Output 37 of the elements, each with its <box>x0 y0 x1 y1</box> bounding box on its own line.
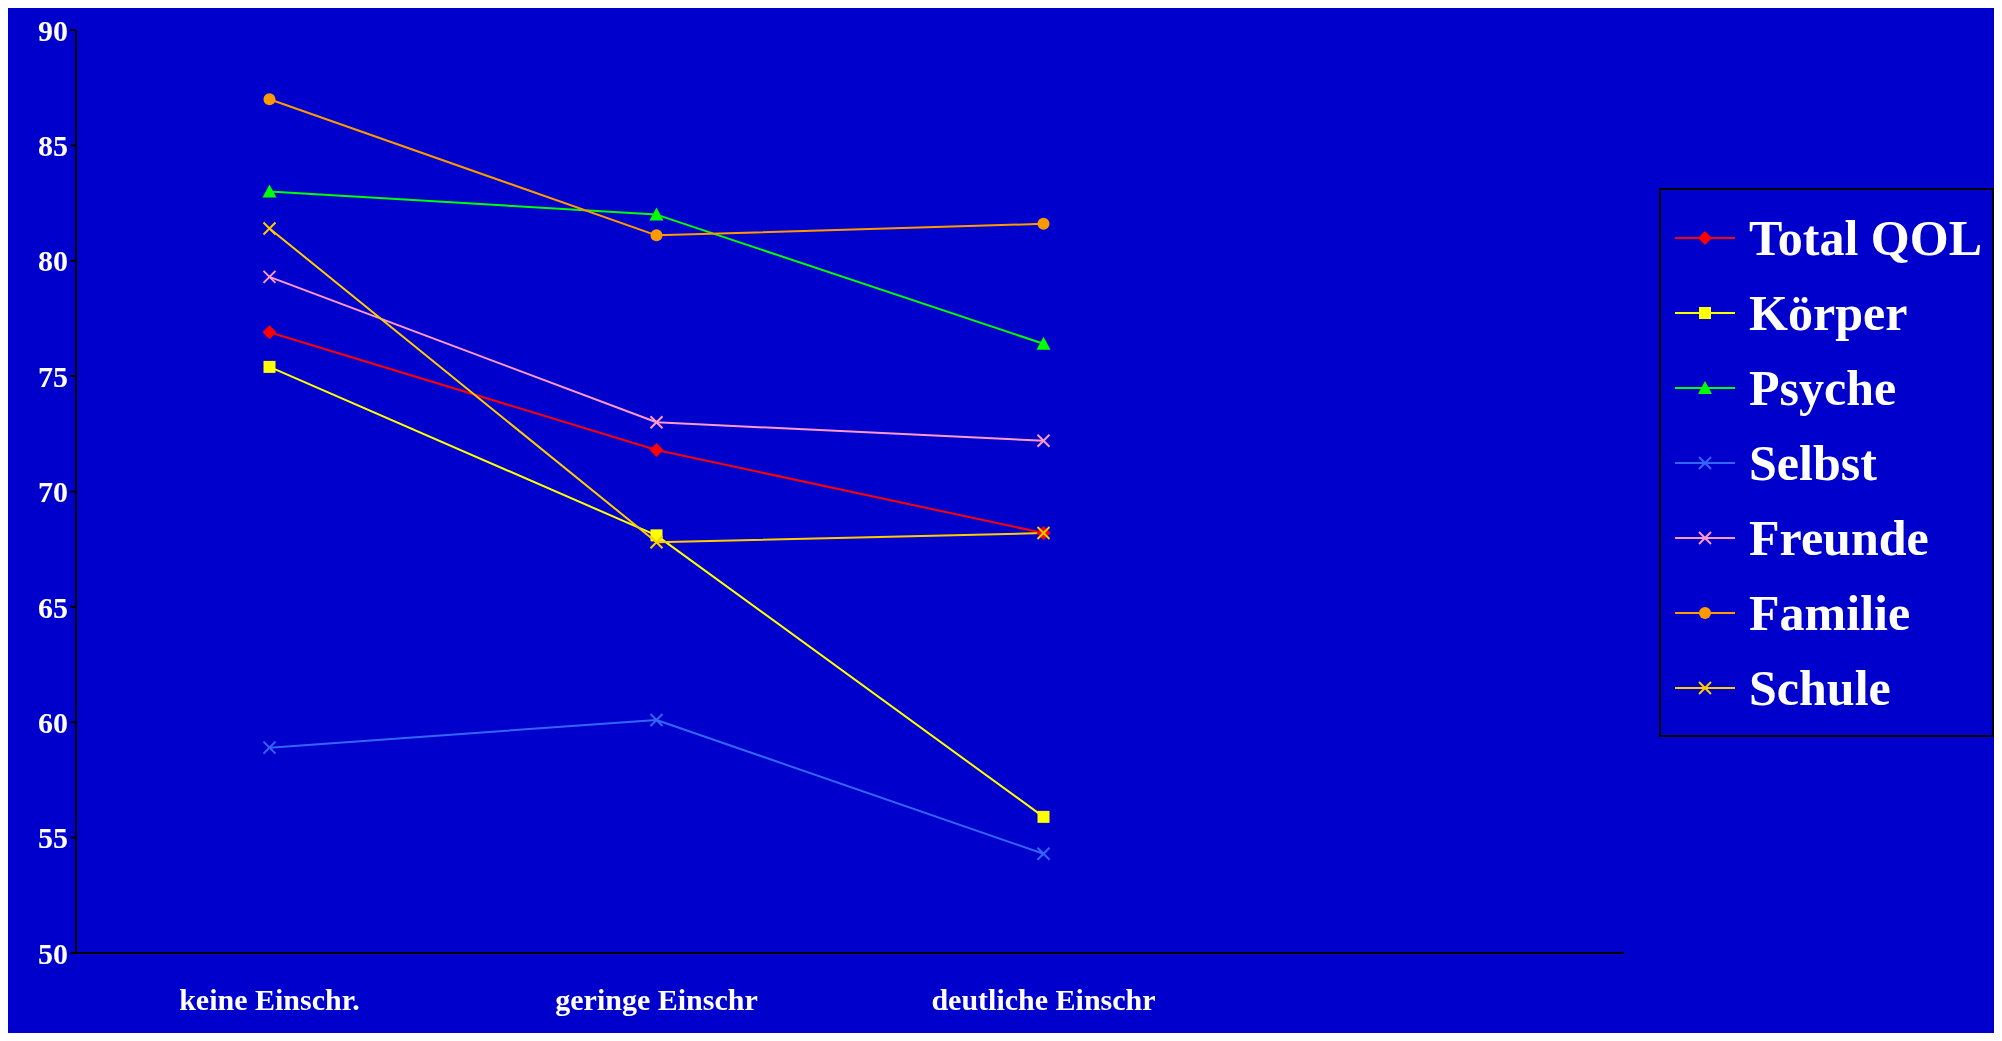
point <box>263 93 276 106</box>
y-tick-label: 70 <box>38 475 68 509</box>
legend-label: Total QOL <box>1749 208 1982 267</box>
point <box>649 712 664 727</box>
y-tick-label: 55 <box>38 821 68 855</box>
point <box>1036 433 1051 448</box>
point <box>262 325 277 340</box>
point <box>649 415 664 430</box>
point <box>649 442 664 457</box>
y-tick-label: 65 <box>38 590 68 624</box>
x-tick-label: keine Einschr. <box>179 983 360 1017</box>
legend-label: Körper <box>1749 283 1908 342</box>
y-tick-label: 75 <box>38 359 68 393</box>
x-tick-label: deutliche Einschr <box>931 983 1156 1017</box>
point <box>1037 810 1050 823</box>
x-tick-label: geringe Einschr <box>555 983 758 1017</box>
point <box>649 207 664 221</box>
y-tick-label: 85 <box>38 129 68 163</box>
point <box>1037 217 1050 230</box>
y-tick-label: 60 <box>38 705 68 739</box>
point <box>262 740 277 755</box>
y-tick-label: 90 <box>38 13 68 47</box>
legend-label: Schule <box>1749 658 1891 717</box>
point <box>649 535 664 550</box>
point <box>263 360 276 373</box>
point <box>1036 336 1051 350</box>
legend-label: Freunde <box>1749 508 1929 567</box>
point <box>650 229 663 242</box>
legend-label: Familie <box>1749 583 1911 642</box>
y-tick-label: 80 <box>38 244 68 278</box>
point <box>1036 846 1051 861</box>
point <box>262 221 277 236</box>
point <box>262 269 277 284</box>
legend-label: Selbst <box>1749 433 1877 492</box>
y-tick-label: 50 <box>38 936 68 970</box>
point <box>262 184 277 198</box>
legend-label: Psyche <box>1749 358 1897 417</box>
